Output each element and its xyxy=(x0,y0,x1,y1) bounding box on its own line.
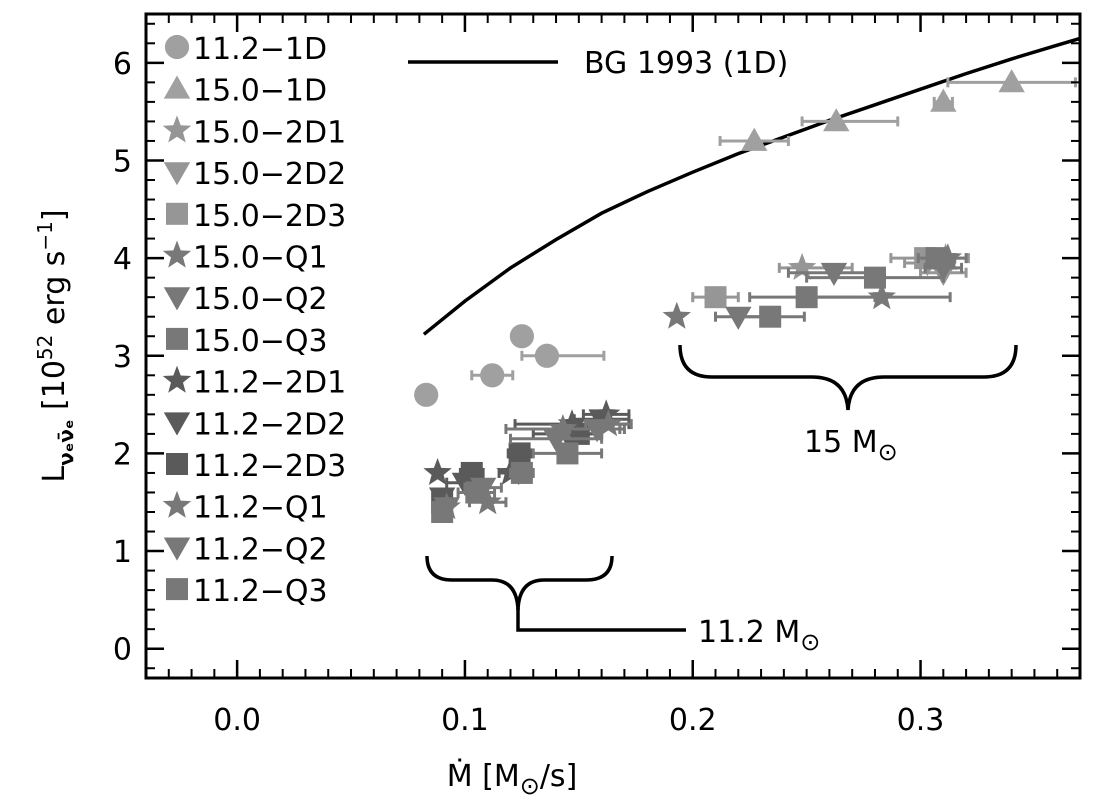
data-point xyxy=(423,458,452,485)
data-point xyxy=(820,262,848,286)
data-point xyxy=(930,88,957,112)
y-tick-label: 2 xyxy=(113,437,132,472)
legend: 11.2−1D 15.0−1D 15.0−2D1 15.0−2D2 15.0−2D3 15… xyxy=(162,32,788,609)
legend-label: 15.0−1D xyxy=(193,74,327,109)
x-axis-title-main: Ṁ [M xyxy=(447,758,520,794)
data-point xyxy=(867,282,896,310)
y-axis-title-mid: [10 xyxy=(37,360,72,419)
annotation-layer: 15 M⊙11.2 M⊙ xyxy=(425,344,1018,656)
x-axis-title-tail: /s] xyxy=(540,759,577,794)
annotation-11msun: 11.2 M⊙ xyxy=(698,615,820,656)
legend-marker xyxy=(166,327,188,350)
y-axis-title-sup: 52 xyxy=(33,335,57,360)
x-tick-label: 0.3 xyxy=(897,703,945,738)
legend-label: 11.2−Q3 xyxy=(193,574,328,609)
plot-frame xyxy=(144,12,1082,680)
data-point xyxy=(508,442,531,465)
legend-label: 15.0−2D2 xyxy=(193,157,346,192)
legend-marker xyxy=(162,365,192,393)
legend-label: 11.2−1D xyxy=(193,32,327,67)
data-point xyxy=(465,481,488,504)
y-axis-title-sub: νₑν̄ₑ xyxy=(54,419,78,465)
y-axis-title: Lνₑν̄ₑ [1052 erg s−1] xyxy=(33,209,78,482)
annotation-leader xyxy=(516,608,686,632)
y-axis-title-sup2: −1 xyxy=(33,221,57,250)
data-point xyxy=(480,363,505,388)
legend-label: 15.0−Q3 xyxy=(193,324,328,359)
data-point xyxy=(795,286,818,309)
data-point xyxy=(556,442,579,465)
data-point xyxy=(509,324,534,349)
legend-label: 15.0−2D1 xyxy=(193,115,346,150)
x-tick-label: 0.2 xyxy=(669,703,717,738)
x-tick-label: 0.0 xyxy=(213,703,261,738)
solar-symbol: ⊙ xyxy=(878,438,898,466)
legend-marker xyxy=(163,412,191,436)
legend-marker xyxy=(163,287,191,311)
y-tick-label: 6 xyxy=(113,47,132,82)
data-point xyxy=(741,127,768,151)
data-point xyxy=(863,266,886,289)
legend-label: 11.2−2D1 xyxy=(193,366,346,401)
legend-marker xyxy=(163,537,191,561)
y-axis-title-tail: erg s xyxy=(37,251,72,335)
legend-label: 15.0−Q1 xyxy=(193,241,328,276)
y-tick-label: 1 xyxy=(113,535,132,570)
y-axis-title-main: L xyxy=(37,466,72,483)
data-marks xyxy=(414,69,1077,523)
data-point xyxy=(662,301,691,329)
data-point xyxy=(704,286,727,309)
legend-marker xyxy=(166,202,188,225)
legend-label: 11.2−Q2 xyxy=(193,532,328,567)
y-tick-label: 3 xyxy=(113,340,132,375)
data-point xyxy=(414,382,439,407)
data-point xyxy=(542,428,570,452)
legend-label: 11.2−2D3 xyxy=(193,449,346,484)
data-point xyxy=(548,414,578,442)
solar-symbol: ⊙ xyxy=(520,772,540,799)
data-point xyxy=(510,461,533,484)
legend-marker xyxy=(162,115,192,143)
data-point xyxy=(557,409,587,437)
legend-marker xyxy=(164,34,190,60)
data-point xyxy=(925,247,948,270)
legend-label: 11.2−2D2 xyxy=(193,407,346,442)
data-point xyxy=(759,305,782,328)
data-point xyxy=(787,252,817,280)
data-point xyxy=(823,108,850,132)
y-tick-label: 5 xyxy=(113,144,132,179)
annotation-15-text: 15 M xyxy=(804,425,878,460)
y-tick-label: 0 xyxy=(113,633,132,668)
legend-marker xyxy=(166,578,188,601)
solar-symbol: ⊙ xyxy=(800,628,820,656)
annotation-11-text: 11.2 M xyxy=(698,615,800,650)
data-point xyxy=(594,409,623,437)
legend-label: 15.0−Q2 xyxy=(193,282,328,317)
data-point xyxy=(998,69,1025,93)
legend-label: 15.0−2D3 xyxy=(193,199,346,234)
brace-11 xyxy=(425,555,614,611)
legend-label: BG 1993 (1D) xyxy=(584,46,788,81)
legend-marker xyxy=(162,490,192,518)
data-point xyxy=(725,306,752,330)
x-axis-title: Ṁ [M⊙/s] xyxy=(447,758,578,799)
data-point xyxy=(473,487,502,515)
x-tick-label: 0.1 xyxy=(441,703,489,738)
legend-marker xyxy=(162,240,192,268)
data-point xyxy=(534,343,560,368)
legend-marker xyxy=(163,75,191,99)
y-tick-label: 4 xyxy=(113,242,132,277)
annotation-15msun: 15 M⊙ xyxy=(804,425,898,466)
brace-15 xyxy=(678,344,1018,411)
data-point xyxy=(431,501,454,523)
data-point xyxy=(583,419,611,443)
legend-marker xyxy=(166,453,188,475)
legend-label: 11.2−Q1 xyxy=(193,491,328,526)
y-axis-title-end: ] xyxy=(37,209,72,221)
legend-marker xyxy=(163,162,191,186)
